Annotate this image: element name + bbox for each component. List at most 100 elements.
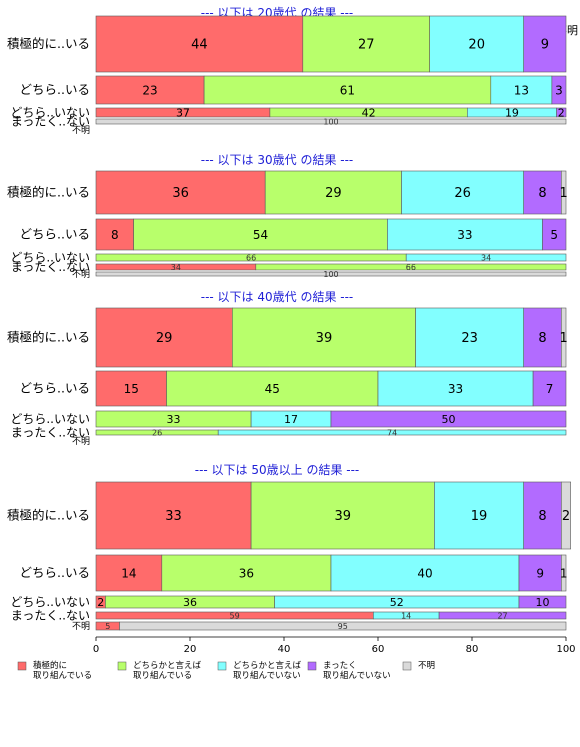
bar-segment [330, 554, 520, 592]
data-label: 13 [514, 83, 529, 97]
data-label: 5 [105, 622, 110, 631]
data-label: 36 [183, 596, 197, 609]
bar-segment [95, 15, 304, 73]
x-tick-label: 40 [278, 644, 291, 655]
bar-segment [490, 75, 553, 105]
data-label: 39 [316, 331, 333, 346]
data-label: 39 [334, 509, 351, 524]
bar-segment [523, 307, 562, 368]
data-label: 27 [358, 38, 375, 53]
data-label: 33 [448, 382, 463, 396]
bar-segment [302, 15, 430, 73]
bar-segment [166, 370, 379, 407]
row-label: 積極的に..いる [7, 36, 90, 51]
data-label: 33 [165, 509, 182, 524]
panel-title: --- 以下は 30歳代 の結果 --- [201, 153, 354, 167]
data-label: 23 [142, 83, 157, 97]
bar-segment [523, 481, 562, 550]
row-label: 不明 [72, 269, 90, 280]
legend-label: どちらかと言えば取り組んでいない [233, 660, 302, 681]
row-label: どちら..いる [20, 82, 90, 97]
bar-segment [119, 621, 567, 631]
bar-segment [250, 481, 435, 550]
data-label: 8 [111, 228, 119, 242]
panel-2: --- 以下は 30歳代 の結果 ---積極的に..いる 36 29 26 8 1どちら.… [7, 153, 568, 280]
data-label: 27 [497, 611, 507, 620]
legend-swatch [17, 661, 27, 671]
data-label: 3 [555, 83, 563, 97]
bar-segment [255, 263, 567, 271]
bar-segment [560, 307, 567, 368]
data-label: 7 [546, 382, 554, 396]
x-tick-label: 80 [466, 644, 479, 655]
data-label: 1 [560, 186, 568, 201]
row-label: どちら..いない [10, 106, 90, 120]
data-label: 19 [471, 509, 488, 524]
data-label: 74 [387, 428, 397, 437]
row-label: どちら..いない [10, 595, 90, 609]
data-label: 45 [265, 382, 280, 396]
row-label: まったく..ない [11, 426, 90, 440]
bar-segment [518, 595, 567, 609]
legend-swatch [307, 661, 317, 671]
row-label: 積極的に..いる [7, 508, 90, 523]
data-label: 8 [538, 331, 546, 346]
row-label: どちら..いない [10, 412, 90, 426]
data-label: 1 [560, 331, 568, 346]
data-label: 17 [284, 413, 298, 426]
bar-segment [387, 218, 543, 251]
bar-segment [217, 429, 567, 436]
data-label: 20 [468, 38, 485, 53]
bar-segment [95, 307, 233, 368]
bar-segment [95, 554, 163, 592]
x-tick-label: 100 [556, 644, 575, 655]
data-label: 29 [325, 186, 342, 201]
data-label: 33 [457, 228, 472, 242]
row-label: どちら..いない [10, 251, 90, 265]
row-label: 積極的に..いる [7, 185, 90, 200]
bar-segment [95, 370, 167, 407]
panel-title: --- 以下は 50歳以上 の結果 --- [195, 463, 360, 477]
data-label: 10 [536, 596, 550, 609]
legend-label: 不明 [418, 661, 435, 671]
data-label: 29 [156, 331, 173, 346]
data-label: 42 [362, 106, 376, 119]
data-label: 36 [172, 186, 189, 201]
bar-segment [542, 218, 567, 251]
panel-1: --- 以下は 20歳代 の結果 ---積極的に..いる 44 27 20 9どちら..… [7, 6, 567, 136]
data-label: 5 [550, 228, 558, 242]
bar-segment [377, 370, 534, 407]
x-tick-label: 60 [372, 644, 385, 655]
bar-segment [560, 481, 571, 550]
row-label: まったく..ない [11, 609, 90, 623]
data-label: 54 [253, 228, 268, 242]
bar-segment [95, 170, 266, 215]
data-label: 61 [340, 83, 355, 97]
data-label: 100 [323, 117, 338, 126]
bar-segment [95, 118, 567, 125]
data-label: 52 [390, 596, 404, 609]
data-label: 15 [124, 382, 139, 396]
bar-segment [415, 307, 525, 368]
row-label: まったく..ない [11, 260, 90, 274]
row-label: まったく..ない [11, 115, 90, 129]
data-label: 26 [454, 186, 471, 201]
bar-segment [523, 170, 562, 215]
data-label: 8 [538, 186, 546, 201]
x-tick-label: 0 [93, 644, 99, 655]
data-label: 33 [167, 413, 181, 426]
bar-segment [95, 271, 567, 277]
legend-label: どちらかと言えば取り組んでいる [133, 660, 202, 681]
bar-segment [523, 15, 567, 73]
row-label: 不明 [72, 436, 90, 447]
data-label: 44 [191, 38, 208, 53]
bar-segment [161, 554, 332, 592]
data-label: 9 [541, 38, 549, 53]
data-label: 9 [536, 566, 544, 580]
data-label: 34 [171, 263, 181, 272]
data-label: 66 [406, 263, 416, 272]
legend-label: まったく取り組んでいない [323, 661, 391, 681]
data-label: 95 [338, 622, 348, 631]
row-label: 不明 [72, 621, 90, 632]
